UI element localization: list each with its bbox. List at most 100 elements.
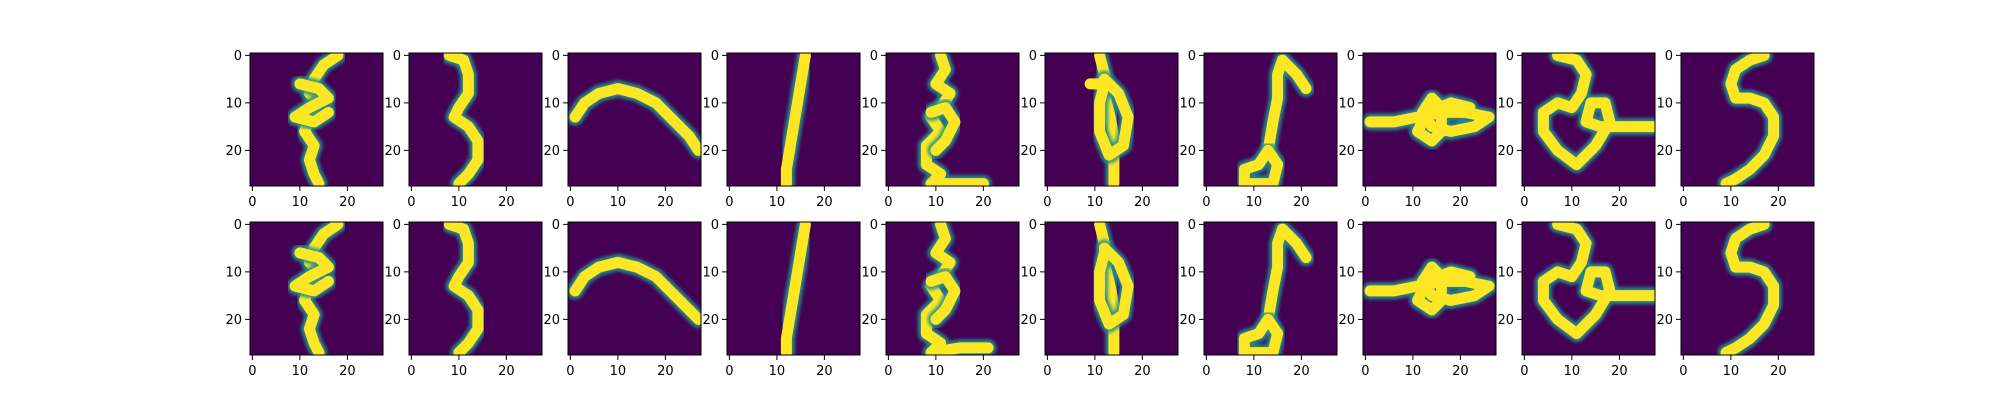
x-tick-label: 20 xyxy=(1611,195,1628,210)
axes-frame xyxy=(249,52,384,187)
x-tick-label: 0 xyxy=(884,195,892,210)
y-tick-label: 20 xyxy=(1020,144,1037,159)
stroke-core xyxy=(1262,54,1312,156)
axes-frame xyxy=(1203,52,1338,187)
x-tick-label: 0 xyxy=(248,195,256,210)
y-tick-label: 10 xyxy=(543,96,560,111)
y-tick-label: 0 xyxy=(1029,49,1037,64)
panel-r0-c7: 0 10 20 0 10 20 xyxy=(1338,49,1497,210)
y-tick-label: 10 xyxy=(225,96,242,111)
y-tick-label: 20 xyxy=(702,313,719,328)
stroke-core xyxy=(569,83,701,156)
x-tick-label: 10 xyxy=(769,195,786,210)
x-tick-label: 20 xyxy=(339,195,356,210)
x-tick-label: 20 xyxy=(1770,364,1787,379)
axes-frame xyxy=(1680,221,1815,356)
y-tick-label: 10 xyxy=(225,265,242,280)
panel-r1-c7: 0 10 20 0 10 20 xyxy=(1338,218,1497,379)
stroke-core xyxy=(1094,242,1134,330)
y-tick-label: 10 xyxy=(861,265,878,280)
y-tick-label: 0 xyxy=(1347,49,1355,64)
stroke-core xyxy=(1238,313,1284,355)
y-tick-label: 0 xyxy=(1665,49,1673,64)
x-tick-label: 10 xyxy=(1723,195,1740,210)
axes-frame xyxy=(249,221,384,356)
x-tick-label: 10 xyxy=(1405,364,1422,379)
stroke-core xyxy=(443,222,484,355)
panel-r0-c5: 0 10 20 0 10 20 xyxy=(1020,49,1179,210)
panel-r0-c8: 0 10 20 0 10 20 xyxy=(1497,49,1656,210)
x-tick-label: 10 xyxy=(928,195,945,210)
y-tick-label: 20 xyxy=(1020,313,1037,328)
x-tick-label: 10 xyxy=(1246,195,1263,210)
y-tick-label: 20 xyxy=(861,144,878,159)
x-tick-label: 0 xyxy=(566,364,574,379)
y-tick-label: 10 xyxy=(1338,265,1355,280)
x-tick-label: 20 xyxy=(816,364,833,379)
axes-frame xyxy=(726,52,861,187)
y-tick-label: 20 xyxy=(1179,313,1196,328)
x-tick-label: 10 xyxy=(1087,195,1104,210)
panel-r0-c2: 0 10 20 0 10 20 xyxy=(543,49,702,210)
panel-r0-c3: 0 10 20 0 10 20 xyxy=(702,49,861,210)
panel-r1-c5: 0 10 20 0 10 20 xyxy=(1020,218,1179,379)
stroke-core xyxy=(780,222,811,355)
x-tick-label: 10 xyxy=(292,195,309,210)
x-tick-label: 0 xyxy=(1202,364,1210,379)
panel-r1-c0: 0 10 20 0 10 20 xyxy=(225,218,384,379)
y-tick-label: 0 xyxy=(1029,218,1037,233)
stroke-core xyxy=(1094,73,1134,161)
y-tick-label: 10 xyxy=(1656,265,1673,280)
y-tick-label: 10 xyxy=(1179,96,1196,111)
stroke-core xyxy=(1720,53,1780,186)
panel-r0-c1: 0 10 20 0 10 20 xyxy=(384,49,543,210)
x-tick-label: 10 xyxy=(1405,195,1422,210)
y-tick-label: 10 xyxy=(1020,265,1037,280)
y-tick-label: 20 xyxy=(225,144,242,159)
y-tick-label: 20 xyxy=(861,313,878,328)
image-background xyxy=(568,222,701,355)
y-tick-label: 10 xyxy=(702,96,719,111)
x-tick-label: 20 xyxy=(1770,195,1787,210)
x-tick-label: 20 xyxy=(1611,364,1628,379)
x-tick-label: 20 xyxy=(1293,364,1310,379)
panel-r0-c4: 0 10 20 0 10 20 xyxy=(861,49,1020,210)
x-tick-label: 10 xyxy=(1087,364,1104,379)
x-tick-label: 0 xyxy=(1520,364,1528,379)
x-tick-label: 20 xyxy=(1134,364,1151,379)
x-tick-label: 0 xyxy=(407,364,415,379)
x-tick-label: 0 xyxy=(1520,195,1528,210)
x-tick-label: 20 xyxy=(1452,364,1469,379)
x-tick-label: 10 xyxy=(610,364,627,379)
y-tick-label: 10 xyxy=(1497,265,1514,280)
y-tick-label: 20 xyxy=(225,313,242,328)
y-tick-label: 0 xyxy=(393,49,401,64)
y-tick-label: 0 xyxy=(1188,218,1196,233)
axes-frame xyxy=(567,52,702,187)
stroke-core xyxy=(443,53,484,186)
x-tick-label: 10 xyxy=(451,195,468,210)
y-tick-label: 0 xyxy=(1506,218,1514,233)
y-tick-label: 0 xyxy=(552,218,560,233)
y-tick-label: 20 xyxy=(1179,144,1196,159)
x-tick-label: 20 xyxy=(975,364,992,379)
y-tick-label: 0 xyxy=(393,218,401,233)
y-tick-label: 20 xyxy=(702,144,719,159)
y-tick-label: 0 xyxy=(870,218,878,233)
y-tick-label: 10 xyxy=(861,96,878,111)
y-tick-label: 0 xyxy=(234,218,242,233)
y-tick-label: 10 xyxy=(1497,96,1514,111)
x-tick-label: 10 xyxy=(610,195,627,210)
y-tick-label: 20 xyxy=(384,144,401,159)
axes-frame xyxy=(1680,52,1815,187)
x-tick-label: 0 xyxy=(566,195,574,210)
y-tick-label: 10 xyxy=(1656,96,1673,111)
y-tick-label: 20 xyxy=(1338,144,1355,159)
axes-frame xyxy=(408,221,543,356)
stroke-core xyxy=(920,222,994,355)
y-tick-label: 0 xyxy=(711,49,719,64)
panel-r1-c1: 0 10 20 0 10 20 xyxy=(384,218,543,379)
axes-frame xyxy=(408,52,543,187)
y-tick-label: 20 xyxy=(1656,144,1673,159)
axes-frame xyxy=(1203,221,1338,356)
